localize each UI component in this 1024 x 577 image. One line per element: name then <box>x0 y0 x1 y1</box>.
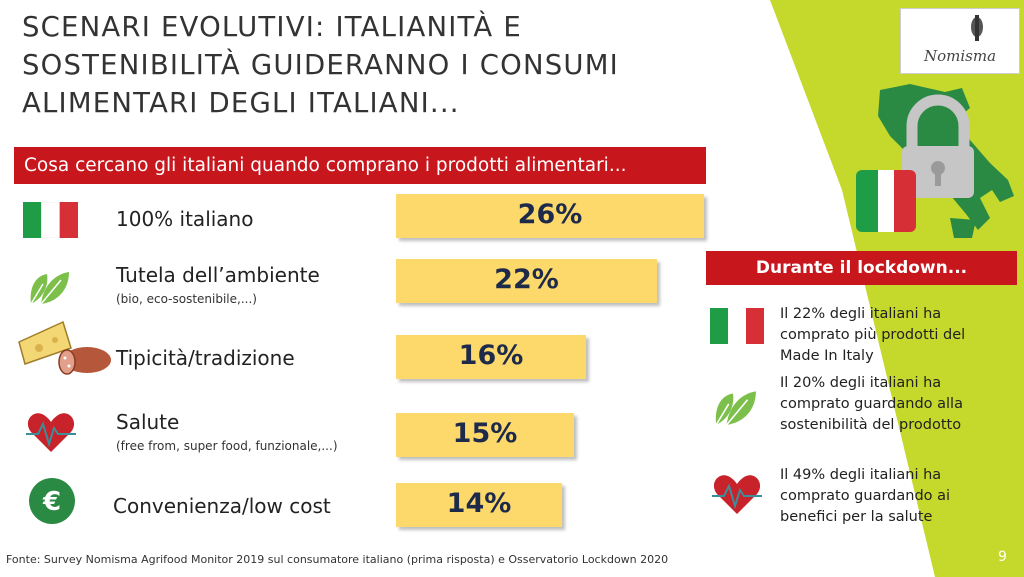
svg-text:€: € <box>42 487 61 517</box>
category-label: Salute <box>116 410 180 434</box>
bar-0 <box>396 194 704 238</box>
chart-subtitle: Cosa cercano gli italiani quando compran… <box>14 147 706 184</box>
logo-emblem-icon <box>971 15 983 41</box>
heart-pulse-icon <box>712 475 762 514</box>
logo-text: Nomisma <box>923 47 997 65</box>
euro-icon: € <box>29 478 75 524</box>
bar-4 <box>396 483 562 527</box>
bar-value-label: 22% <box>494 264 559 295</box>
category-label: Tutela dell’ambiente <box>116 263 320 287</box>
bar-value-label: 26% <box>517 199 583 230</box>
lockdown-item-text: Il 22% degli italiani ha comprato più pr… <box>780 306 966 364</box>
leaf-icon <box>715 391 756 426</box>
bar-value-label: 15% <box>452 418 518 449</box>
source-footnote: Fonte: Survey Nomisma Agrifood Monitor 2… <box>6 553 669 566</box>
lockdown-item-text: Il 20% degli italiani ha comprato guarda… <box>780 375 963 433</box>
italy-flag-icon <box>710 308 764 344</box>
page-number: 9 <box>998 549 1007 565</box>
lockdown-heading: Durante il lockdown... <box>706 251 1017 285</box>
bar-3 <box>396 413 574 457</box>
italy-map-lock-icon <box>870 84 1014 238</box>
bar-value-label: 14% <box>446 488 512 519</box>
category-note: (bio, eco-sostenibile,...) <box>116 292 257 306</box>
leaf-icon <box>30 272 69 305</box>
lockdown-item-text: Il 49% degli italiani ha comprato guarda… <box>780 467 951 525</box>
category-label: Convenienza/low cost <box>113 494 331 518</box>
nomisma-logo: Nomisma <box>900 8 1020 74</box>
bar-1 <box>396 259 657 303</box>
category-label: 100% italiano <box>116 207 254 231</box>
cheese-salami-icon <box>18 320 111 375</box>
page-title: SCENARI EVOLUTIVI: ITALIANITÀ E SOSTENIB… <box>22 11 619 119</box>
bar-2 <box>396 335 586 379</box>
italy-flag-icon <box>23 202 78 238</box>
bar-value-label: 16% <box>458 340 524 371</box>
category-label: Tipicità/tradizione <box>116 346 295 370</box>
heart-pulse-icon <box>26 413 76 452</box>
category-note: (free from, super food, funzionale,...) <box>116 439 338 453</box>
italy-flag-badge-icon <box>856 170 916 232</box>
